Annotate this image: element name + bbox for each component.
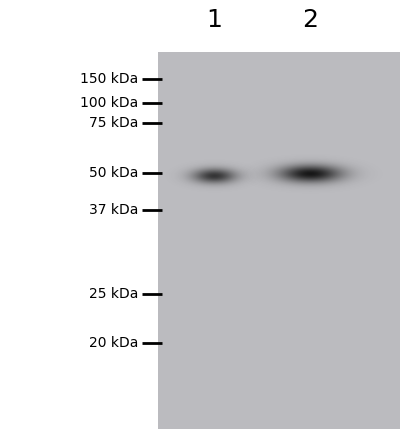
Text: 1: 1 xyxy=(206,9,222,32)
Text: 37 kDa: 37 kDa xyxy=(89,204,138,217)
Text: 25 kDa: 25 kDa xyxy=(89,287,138,301)
Text: 20 kDa: 20 kDa xyxy=(89,336,138,350)
Text: 150 kDa: 150 kDa xyxy=(80,72,138,86)
Text: 50 kDa: 50 kDa xyxy=(89,166,138,180)
Text: 75 kDa: 75 kDa xyxy=(89,116,138,130)
Text: 100 kDa: 100 kDa xyxy=(80,96,138,110)
FancyBboxPatch shape xyxy=(158,52,400,429)
Text: 2: 2 xyxy=(302,9,318,32)
